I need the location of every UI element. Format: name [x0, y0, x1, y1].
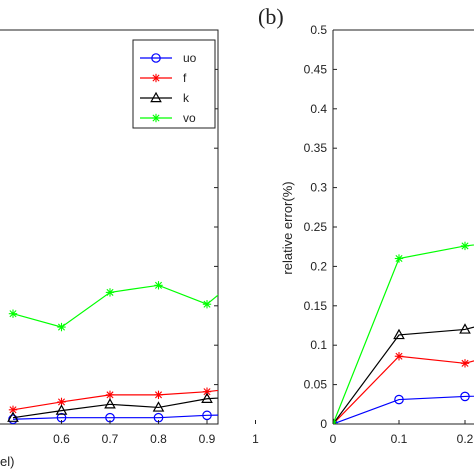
panel-a-series-k-marker — [55, 404, 68, 415]
panel-a-series-vo-marker — [105, 288, 115, 297]
panel-b-series-f-marker — [394, 352, 404, 361]
panel-b-y-axis-label: relative error(%) — [280, 181, 295, 274]
panel-b-y-tick-label: 0.45 — [304, 62, 328, 76]
panel-b-y-tick-label: 0.35 — [304, 141, 328, 155]
panel-a-series-vo-marker — [251, 260, 259, 268]
panel-b-series-vo-marker — [333, 419, 338, 424]
panel-a-series-vo-marker — [202, 300, 212, 309]
panel-b-y-tick-label: 0.2 — [310, 259, 327, 273]
panel-b-y-tick-label: 0.3 — [310, 181, 327, 195]
panel-b-x-tick-label: 0 — [330, 432, 337, 446]
panel-a-series-vo-marker — [154, 281, 163, 290]
panel-b-series-k-line — [333, 326, 474, 424]
panel-b-series-vo-marker — [460, 241, 470, 251]
legend-k-marker — [150, 91, 162, 103]
panel-b-series-k-marker — [393, 328, 405, 340]
panel-a-plot: 0.6 0.7 0.8 0.9 1 el) uo fk vo — [0, 29, 261, 469]
panel-b-series-k-marker — [333, 417, 337, 424]
panel-a-series-k-marker — [104, 398, 116, 409]
panel-b-plot: (b) 0 0.05 0.1 0.15 0.2 0.25 0.3 0.35 0.4 0.45 0.5… — [258, 4, 474, 446]
panel-b-y-tick-label: 0.15 — [304, 299, 328, 313]
legend-vo-label: vo — [183, 111, 196, 125]
panel-a-series-vo-line — [12, 284, 218, 328]
panel-b-y-tick-label: 0.1 — [310, 338, 327, 352]
panel-a-series-uo-line — [12, 414, 218, 420]
panel-b-x-tick-label: 0.2 — [457, 432, 474, 446]
legend-uo-label: uo — [183, 51, 197, 65]
panel-a-series-uo-marker — [251, 410, 259, 418]
legend-k-label: k — [183, 91, 190, 105]
panel-b-y-tick-label: 0.25 — [304, 220, 328, 234]
panel-b-series-uo-marker — [460, 391, 470, 402]
panel-b-series-uo-marker — [394, 394, 404, 405]
panel-a-x-tick-label: 0.9 — [199, 432, 216, 446]
panel-a-series-uo-marker — [202, 410, 212, 421]
panel-a-series-f-marker — [57, 397, 66, 407]
panel-a-x-tick-label: 0.8 — [150, 432, 167, 446]
panel-a-series-k-line — [12, 397, 218, 419]
panel-a-series-k-marker — [251, 391, 261, 400]
panel-a-x-tick-label: 0.7 — [102, 432, 119, 446]
panel-b-series-uo-line — [333, 395, 474, 424]
panel-b-y-tick-label: 0 — [320, 417, 327, 431]
panel-a-series-k-marker — [7, 411, 19, 422]
panel-b-label: (b) — [258, 4, 284, 29]
panel-a-series-f-line — [12, 389, 218, 411]
legend-vo-marker — [151, 113, 161, 123]
panel-a-series-k-marker — [152, 401, 165, 412]
panel-a-series-vo-marker — [8, 309, 18, 318]
panel-a-series-f-marker — [251, 382, 259, 390]
panel-a-x-tick-label: 1 — [252, 432, 259, 446]
legend-f-label: f — [183, 71, 187, 85]
panel-b-y-tick-label: 0.5 — [310, 23, 327, 37]
panel-b-y-tick-label: 0.05 — [304, 378, 328, 392]
panel-b-series-f-line — [333, 355, 474, 424]
panel-b-series-vo-line — [333, 244, 474, 424]
panel-a-series-f-marker — [105, 390, 115, 400]
panel-a-x-axis-label: el) — [0, 454, 14, 469]
panel-a-series-k-marker — [201, 392, 213, 403]
panel-b-series-k-marker — [459, 323, 471, 334]
panel-b-series-vo-marker — [394, 254, 404, 263]
panel-b-x-tick-label: 0.1 — [391, 432, 408, 446]
panel-b-series-f-marker — [460, 359, 470, 368]
panel-a-legend: uo fk vo — [132, 39, 216, 129]
panel-b-y-tick-label: 0.4 — [310, 102, 327, 116]
legend-box — [132, 39, 216, 129]
panel-a-series-vo-marker — [57, 322, 66, 332]
legend-f-marker — [151, 73, 161, 83]
legend-uo-marker — [151, 53, 161, 63]
panel-a-x-tick-label: 0.6 — [53, 432, 70, 446]
panel-a-series-f-marker — [154, 390, 163, 400]
